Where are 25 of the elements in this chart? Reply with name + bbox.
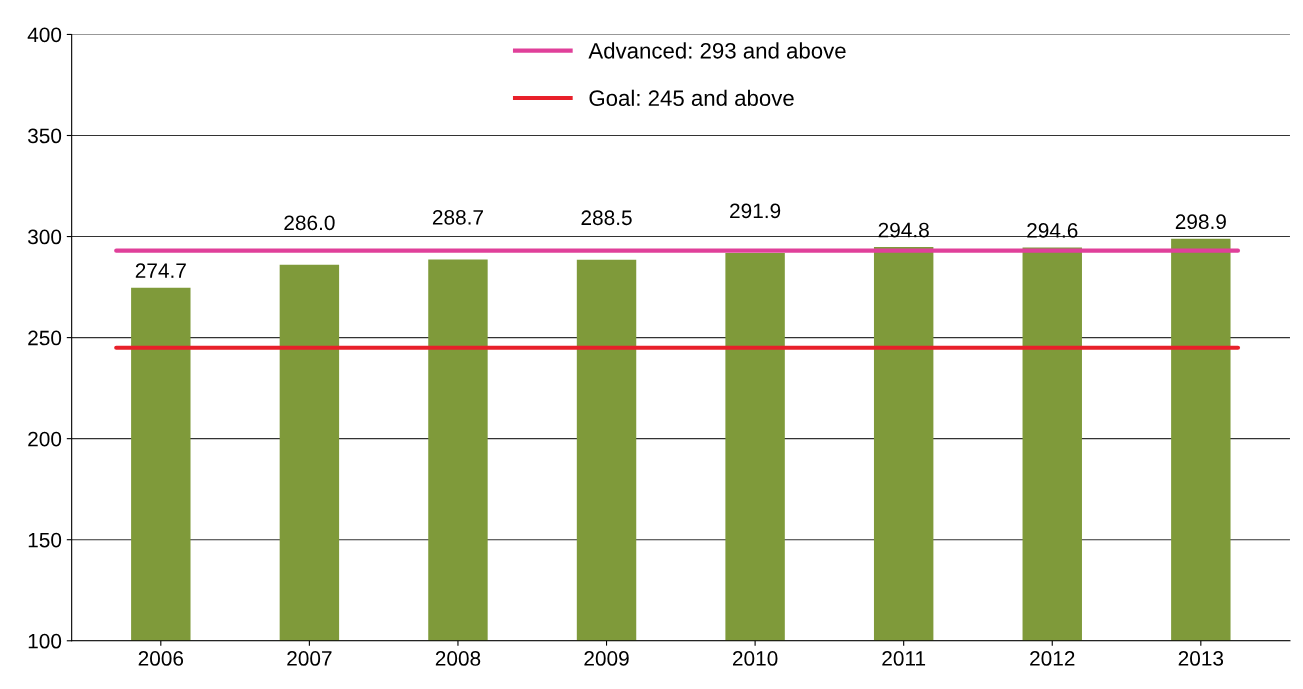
y-tick-label: 300 (27, 229, 62, 245)
x-tick-label: 2007 (287, 651, 332, 666)
data-label: 294.6 (1027, 223, 1078, 238)
x-tick-label: 2011 (882, 651, 926, 666)
y-tick-label: 100 (28, 633, 62, 649)
data-label: 291.9 (730, 203, 781, 219)
data-label: 298.9 (1175, 214, 1226, 230)
data-label: 286.0 (284, 215, 335, 231)
data-label: 294.8 (878, 222, 929, 238)
y-tick-label: 200 (28, 431, 62, 447)
x-tick-label: 2013 (1178, 651, 1224, 666)
y-tick-label: 150 (28, 532, 62, 548)
data-label: 288.7 (432, 209, 483, 225)
legend-label: Goal: 245 and above (589, 89, 794, 107)
x-tick-label: 2009 (584, 651, 629, 666)
x-tick-label: 2006 (138, 651, 184, 666)
x-tick-label: 2010 (732, 651, 778, 666)
data-label: 274.7 (135, 263, 186, 278)
x-tick-label: 2012 (1030, 651, 1075, 666)
legend-label: Advanced: 293 and above (588, 42, 846, 59)
y-tick-label: 350 (27, 128, 62, 144)
y-tick-label: 250 (28, 330, 62, 346)
y-tick-label: 400 (27, 27, 62, 43)
data-label: 288.5 (581, 210, 632, 226)
x-tick-label: 2008 (435, 651, 481, 666)
